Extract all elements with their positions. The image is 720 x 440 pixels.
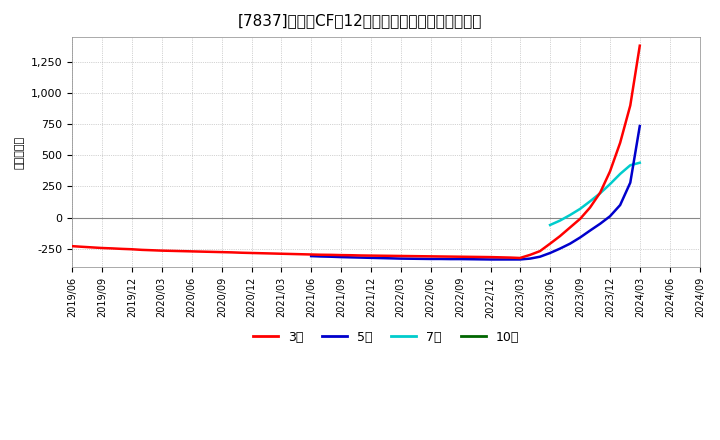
Y-axis label: （百万円）: （百万円） [15,136,25,169]
Legend: 3年, 5年, 7年, 10年: 3年, 5年, 7年, 10年 [248,326,524,348]
Text: [7837]　投資CFの12か月移動合計の平均値の推移: [7837] 投資CFの12か月移動合計の平均値の推移 [238,13,482,28]
